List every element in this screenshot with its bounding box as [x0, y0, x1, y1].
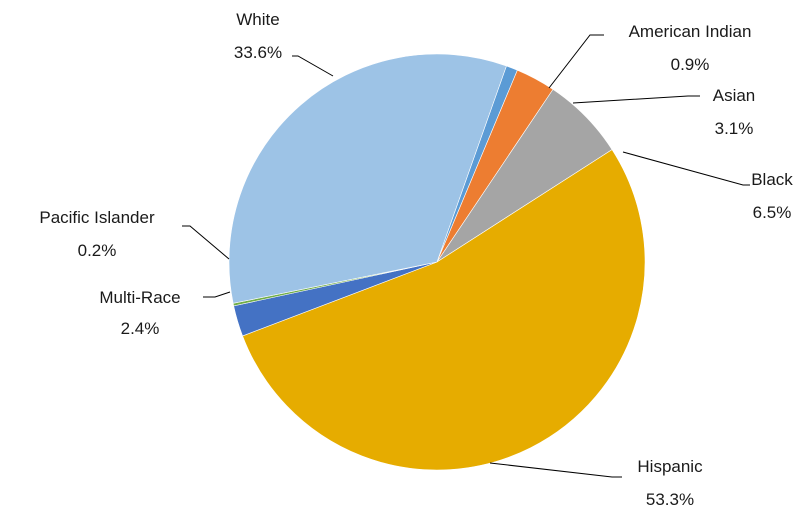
leader-line-hispanic [489, 462, 622, 478]
label-pacific-islander-name: Pacific Islander [39, 208, 155, 227]
label-black-name: Black [751, 170, 793, 189]
label-american-indian: American Indian 0.9% [629, 22, 752, 74]
label-multi-race-value: 2.4% [121, 319, 160, 338]
leader-line-asian [572, 95, 700, 104]
slice-white [228, 53, 507, 304]
label-white-value: 33.6% [234, 43, 282, 62]
leader-line-pacific-islander [182, 225, 230, 260]
label-black-value: 6.5% [753, 203, 792, 222]
leader-line-american-indian [548, 34, 604, 89]
label-black: Black 6.5% [751, 170, 793, 222]
label-american-indian-value: 0.9% [671, 55, 710, 74]
label-pacific-islander: Pacific Islander 0.2% [39, 208, 155, 260]
pie-slices [228, 53, 646, 471]
label-american-indian-name: American Indian [629, 22, 752, 41]
slice-hispanic [242, 149, 646, 471]
label-pacific-islander-value: 0.2% [78, 241, 117, 260]
label-multi-race-name: Multi-Race [99, 288, 180, 307]
label-asian-value: 3.1% [715, 119, 754, 138]
label-hispanic-name: Hispanic [637, 457, 703, 476]
leader-line-white [292, 55, 334, 77]
label-white: White 33.6% [234, 10, 282, 62]
label-hispanic: Hispanic 53.3% [637, 457, 703, 509]
label-white-name: White [236, 10, 279, 29]
label-hispanic-value: 53.3% [646, 490, 694, 509]
label-asian: Asian 3.1% [713, 86, 756, 138]
leader-line-multi-race [203, 291, 231, 298]
label-asian-name: Asian [713, 86, 756, 105]
label-multi-race: Multi-Race 2.4% [99, 288, 180, 338]
leader-lines [182, 34, 750, 478]
leader-line-black [622, 151, 750, 186]
